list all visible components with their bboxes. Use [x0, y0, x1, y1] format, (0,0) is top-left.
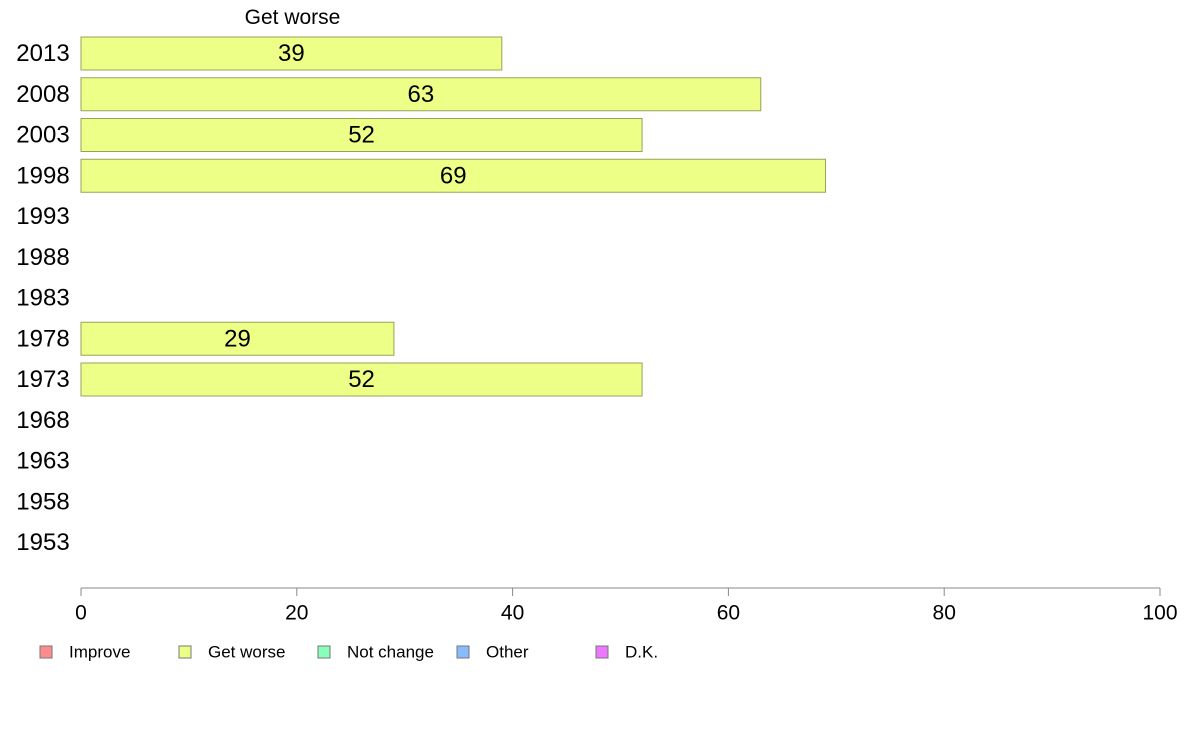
year-label: 1983: [16, 285, 69, 312]
bar-value-label: 39: [278, 40, 305, 67]
legend-swatch: [39, 645, 53, 659]
legend-label: Get worse: [208, 643, 285, 662]
bar: [80, 77, 762, 112]
x-tick-label: 60: [717, 602, 740, 625]
legend-label: Not change: [347, 643, 434, 662]
year-label: 1953: [16, 529, 69, 556]
legend-swatch: [317, 645, 331, 659]
bar-value-label: 52: [348, 122, 375, 149]
year-label: 1993: [16, 203, 69, 230]
year-label: 1968: [16, 407, 69, 434]
bar: [80, 36, 503, 71]
year-label: 1988: [16, 244, 69, 271]
year-label: 1973: [16, 366, 69, 393]
year-label: 1958: [16, 488, 69, 515]
bar-value-label: 52: [348, 366, 375, 393]
legend-label: Other: [486, 643, 529, 662]
year-label: 1963: [16, 448, 69, 475]
bar: [80, 158, 827, 193]
legend-swatch: [456, 645, 470, 659]
year-label: 1998: [16, 162, 69, 189]
year-label: 1978: [16, 325, 69, 352]
bar: [80, 362, 643, 397]
year-label: 2008: [16, 81, 69, 108]
x-tick-label: 40: [501, 602, 524, 625]
chart-title: Get worse: [244, 6, 341, 29]
x-tick-label: 20: [285, 602, 308, 625]
bar-value-label: 63: [408, 81, 435, 108]
legend-swatch: [595, 645, 609, 659]
legend-label: D.K.: [625, 643, 658, 662]
legend-swatch: [178, 645, 192, 659]
x-tick-label: 100: [1142, 602, 1177, 625]
bar-value-label: 69: [440, 162, 467, 189]
bar-value-label: 29: [224, 325, 251, 352]
x-tick-label: 0: [75, 602, 87, 625]
legend-label: Improve: [69, 643, 130, 662]
year-label: 2003: [16, 122, 69, 149]
year-label: 2013: [16, 40, 69, 67]
x-tick-label: 80: [933, 602, 956, 625]
bar: [80, 321, 395, 356]
bar: [80, 118, 643, 152]
